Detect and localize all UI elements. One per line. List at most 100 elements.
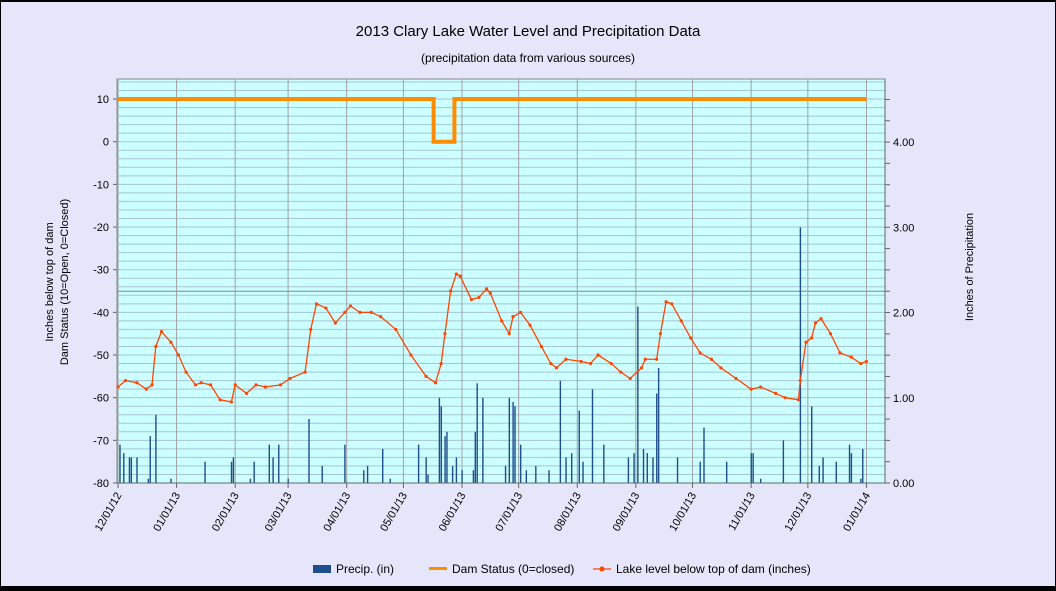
chart-subtitle: (precipitation data from various sources… (421, 51, 635, 65)
legend-marker-lake (599, 566, 605, 572)
precip-bar (799, 227, 802, 483)
precip-bar (862, 448, 864, 483)
y-axis-left-label-2: Dam Status (10=Open, 0=Closed) (59, 199, 71, 365)
precip-bar (565, 457, 567, 483)
lake-level-point (144, 387, 148, 391)
legend: Precip. (in) Dam Status (0=closed) Lake … (313, 562, 811, 576)
precip-bar (451, 465, 454, 483)
y-left-tick-label: 0 (103, 137, 109, 149)
lake-level-point (358, 310, 362, 314)
lake-level-point (254, 383, 258, 387)
lake-level-point (209, 383, 213, 387)
precip-bar (603, 444, 605, 483)
lake-level-point (263, 385, 268, 389)
gridlines (117, 79, 885, 483)
lake-level-point (588, 361, 593, 366)
lake-level-point (658, 332, 663, 336)
precip-bar (752, 453, 754, 483)
lake-level-point (424, 374, 428, 378)
lake-level-point (484, 287, 489, 291)
lake-level-point (511, 315, 515, 319)
lake-level-point (278, 383, 283, 387)
precip-bar (535, 465, 537, 483)
precip-bar (818, 465, 820, 483)
lake-level-point (734, 376, 738, 381)
lake-level-point (554, 366, 559, 370)
y-axis-left-label-1: Inches below top of dam (44, 222, 56, 341)
lake-level-point (859, 361, 863, 366)
y-right-tick-label: 2.00 (893, 308, 914, 320)
precip-bar (646, 453, 648, 483)
lake-level-point (303, 370, 307, 374)
precip-bar (344, 444, 346, 483)
lake-level-point (409, 353, 413, 357)
lake-level-point (749, 387, 753, 391)
precip-bar (476, 383, 478, 483)
lake-level-point (655, 357, 659, 361)
lake-level-point (135, 381, 139, 385)
lake-level-point (324, 306, 328, 310)
lake-level-line (117, 273, 867, 403)
precip-bar (389, 478, 391, 483)
precip-bar (123, 453, 125, 483)
precip-bar (514, 406, 516, 483)
lake-level-point (828, 332, 833, 336)
lake-level-point (549, 361, 553, 366)
lake-level-point (469, 297, 474, 302)
precip-bar (627, 457, 630, 483)
plot-area (116, 78, 886, 484)
precip-bar (548, 470, 550, 483)
legend-label-lake: Lake level below top of dam (inches) (616, 562, 811, 576)
precip-bar (425, 457, 427, 483)
x-tick-label: 07/01/13 (493, 491, 525, 534)
y-right-tick-label: 3.00 (893, 222, 914, 234)
lake-level-point (689, 336, 693, 340)
lake-level-point (193, 383, 198, 387)
x-tick-label: 05/01/13 (378, 491, 410, 534)
y-left-tick-label: -50 (93, 350, 109, 362)
lake-level-point (670, 302, 674, 306)
precip-bar (571, 453, 573, 483)
precip-bar (860, 478, 862, 483)
y-left-tick-label: -10 (93, 179, 109, 191)
lake-level-point (449, 289, 453, 293)
lake-level-point (639, 366, 644, 370)
lake-level-point (813, 321, 818, 325)
y-left-tick-label: -80 (93, 478, 109, 490)
lake-level-point (596, 353, 600, 357)
lake-level-point (348, 304, 353, 308)
precip-bar (657, 367, 660, 483)
precip-bar (366, 465, 369, 483)
precip-bar (578, 410, 580, 483)
x-tick-label: 01/01/14 (841, 491, 873, 534)
lake-level-point (783, 396, 787, 400)
precip-bar (835, 461, 837, 483)
precip-bar (848, 444, 851, 483)
precip-bar (170, 478, 172, 483)
precip-bar (703, 427, 705, 483)
precip-bar (472, 470, 475, 483)
precip-bar (446, 431, 448, 483)
lake-level-point (609, 361, 613, 366)
legend-swatch-precip (313, 565, 331, 573)
lake-level-point (394, 327, 398, 332)
precip-bar (232, 457, 235, 483)
lake-level-point (154, 344, 158, 349)
precip-bar (591, 389, 594, 483)
lake-level-point (698, 351, 702, 355)
precip-bar (782, 440, 785, 483)
precip-bar (652, 457, 654, 483)
x-tick-label: 02/01/13 (210, 491, 242, 534)
y-left-tick-label: -60 (93, 393, 109, 405)
lake-level-point (288, 376, 292, 381)
y-right-tick-label: 4.00 (893, 137, 914, 149)
precip-bar (633, 453, 635, 483)
legend-label-dam: Dam Status (0=closed) (452, 562, 574, 576)
lake-level-point (169, 340, 173, 344)
lake-level-point (184, 370, 188, 374)
x-tick-label: 11/01/13 (726, 491, 757, 533)
precip-bar (417, 444, 420, 483)
precip-bar (750, 453, 752, 483)
precip-bar (455, 457, 458, 483)
lake-level-point (518, 310, 523, 314)
